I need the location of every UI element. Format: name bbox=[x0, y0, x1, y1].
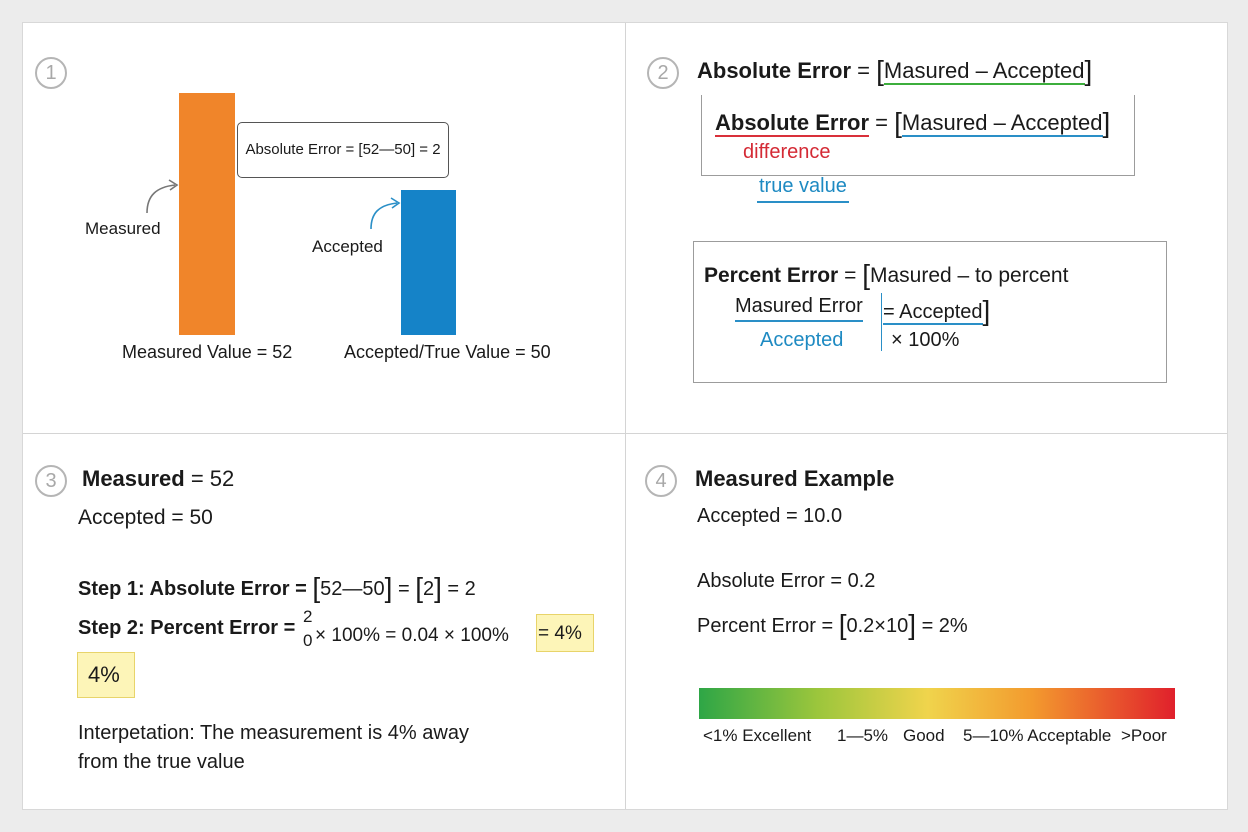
step1-line: Step 1: Absolute Error = [52—50] = [2] =… bbox=[78, 572, 476, 603]
result-value: 4% bbox=[88, 662, 120, 687]
measured-line: Measured = 52 bbox=[82, 466, 234, 492]
box2-numerator-right-wrap: = Accepted] bbox=[883, 293, 991, 326]
fraction-divider bbox=[881, 293, 882, 351]
step1-end: = 2 bbox=[441, 578, 476, 600]
measured-line-label: Measured bbox=[82, 466, 185, 491]
step-number-3: 3 bbox=[35, 465, 67, 497]
step1-b1-close: ] bbox=[384, 572, 393, 603]
step2-line: Step 2: Percent Error = bbox=[78, 617, 295, 640]
result-box bbox=[77, 652, 135, 698]
example-percent-error: Percent Error = [0.2×10] = 2% bbox=[697, 607, 968, 640]
fraction-denominator: 0 bbox=[303, 631, 313, 650]
accepted-value-caption: Accepted/True Value = 50 bbox=[344, 342, 551, 362]
step1-b1: 52—50 bbox=[320, 578, 385, 600]
box1-bracket-open: [ bbox=[894, 107, 902, 138]
box2-denominator: Accepted bbox=[760, 329, 844, 351]
percent-error-box bbox=[693, 241, 1167, 383]
measured-bar bbox=[179, 93, 235, 335]
box2-formula: Percent Error = [Masured – to percent bbox=[704, 257, 1069, 290]
step2-result: = 4% bbox=[538, 623, 582, 644]
step-number-4: 4 bbox=[645, 465, 677, 497]
box1-bracket-close: ] bbox=[1102, 107, 1111, 138]
example-absolute-error: Absolute Error = 0.2 bbox=[697, 570, 876, 592]
heading-right: Masured – Accepted bbox=[883, 58, 1085, 85]
bracket-open: [ bbox=[876, 55, 884, 86]
box2-bracket-open: [ bbox=[862, 259, 870, 290]
interpretation-line-1: Interpetation: The measurement is 4% awa… bbox=[78, 722, 469, 744]
step1-b2-close: ] bbox=[434, 572, 442, 603]
scale-label-range-1-5: 1—5% bbox=[837, 726, 889, 745]
box2-bracket-close: ] bbox=[982, 295, 991, 326]
vertical-divider bbox=[625, 23, 626, 809]
step2-highlight bbox=[536, 614, 594, 652]
accepted-arrow-icon bbox=[370, 197, 401, 230]
step2-text: Percent Error = bbox=[144, 617, 296, 639]
pct-result: = 2% bbox=[916, 615, 968, 637]
step-number-1: 1 bbox=[35, 57, 67, 89]
fraction-numerator: 2 bbox=[303, 607, 313, 626]
scale-label-acceptable: 5—10% Acceptable bbox=[963, 726, 1112, 745]
box2-right: Masured – to percent bbox=[869, 264, 1069, 287]
pct-bracket: 0.2×10 bbox=[846, 615, 909, 637]
pct-bracket-open: [ bbox=[838, 609, 847, 640]
step2-calc: × 100% = 0.04 × 100% bbox=[315, 625, 509, 646]
box2-times: × 100% bbox=[891, 329, 960, 351]
accepted-line: Accepted = 50 bbox=[78, 506, 213, 529]
absolute-error-box bbox=[701, 95, 1135, 176]
box1-formula: Absolute Error = [Masured – Accepted] bbox=[715, 105, 1111, 138]
infographic-card: 1 Measured Accepted Absolute Error = [52… bbox=[22, 22, 1228, 810]
scale-label-good: Good bbox=[903, 726, 945, 745]
true-value-label: true value bbox=[757, 175, 849, 203]
difference-label: difference bbox=[743, 141, 831, 163]
measured-line-value: = 52 bbox=[184, 466, 235, 491]
heading-eq: = bbox=[857, 58, 871, 83]
box1-eq: = bbox=[875, 110, 889, 135]
measured-label: Measured bbox=[85, 219, 161, 238]
absolute-error-heading: Absolute Error = [Masured – Accepted] bbox=[697, 53, 1093, 86]
step-number-2: 2 bbox=[647, 57, 679, 89]
box2-left: Percent Error bbox=[704, 264, 839, 287]
box1-left: Absolute Error bbox=[715, 110, 870, 137]
step1-b2: 2 bbox=[422, 578, 435, 600]
heading-left: Absolute Error bbox=[697, 58, 852, 83]
accepted-bar bbox=[401, 190, 456, 335]
scale-label-excellent: <1% Excellent bbox=[703, 726, 812, 745]
step1-b2-open: [ bbox=[415, 572, 423, 603]
bracket-close: ] bbox=[1084, 55, 1093, 86]
scale-label-poor: >Poor bbox=[1121, 726, 1167, 745]
step1-label: Step 1: bbox=[78, 578, 145, 600]
step1-text: Absolute Error = bbox=[144, 578, 313, 600]
accepted-label: Accepted bbox=[312, 237, 383, 256]
interpretation-line-2: from the true value bbox=[78, 751, 245, 773]
measured-value-caption: Measured Value = 52 bbox=[122, 342, 293, 362]
box2-numerator: Masured Error bbox=[735, 295, 863, 322]
error-scale-bar bbox=[699, 688, 1175, 719]
horizontal-divider bbox=[23, 433, 1227, 434]
pct-bracket-close: ] bbox=[908, 609, 917, 640]
example-heading: Measured Example bbox=[695, 466, 895, 491]
measured-arrow-icon bbox=[146, 179, 179, 214]
step2-label: Step 2: bbox=[78, 617, 145, 639]
step1-b1-open: [ bbox=[312, 572, 321, 603]
absolute-error-callout: Absolute Error = [52—50] = 2 bbox=[237, 122, 449, 178]
pct-label: Percent Error = bbox=[697, 615, 839, 637]
box1-right: Masured – Accepted bbox=[901, 110, 1103, 137]
example-accepted: Accepted = 10.0 bbox=[697, 505, 843, 527]
box2-eq: = bbox=[844, 264, 857, 287]
box2-numerator-right: = Accepted bbox=[883, 301, 983, 325]
